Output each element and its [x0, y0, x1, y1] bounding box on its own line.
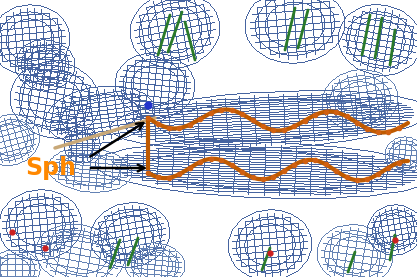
Text: Sph: Sph: [25, 156, 76, 180]
